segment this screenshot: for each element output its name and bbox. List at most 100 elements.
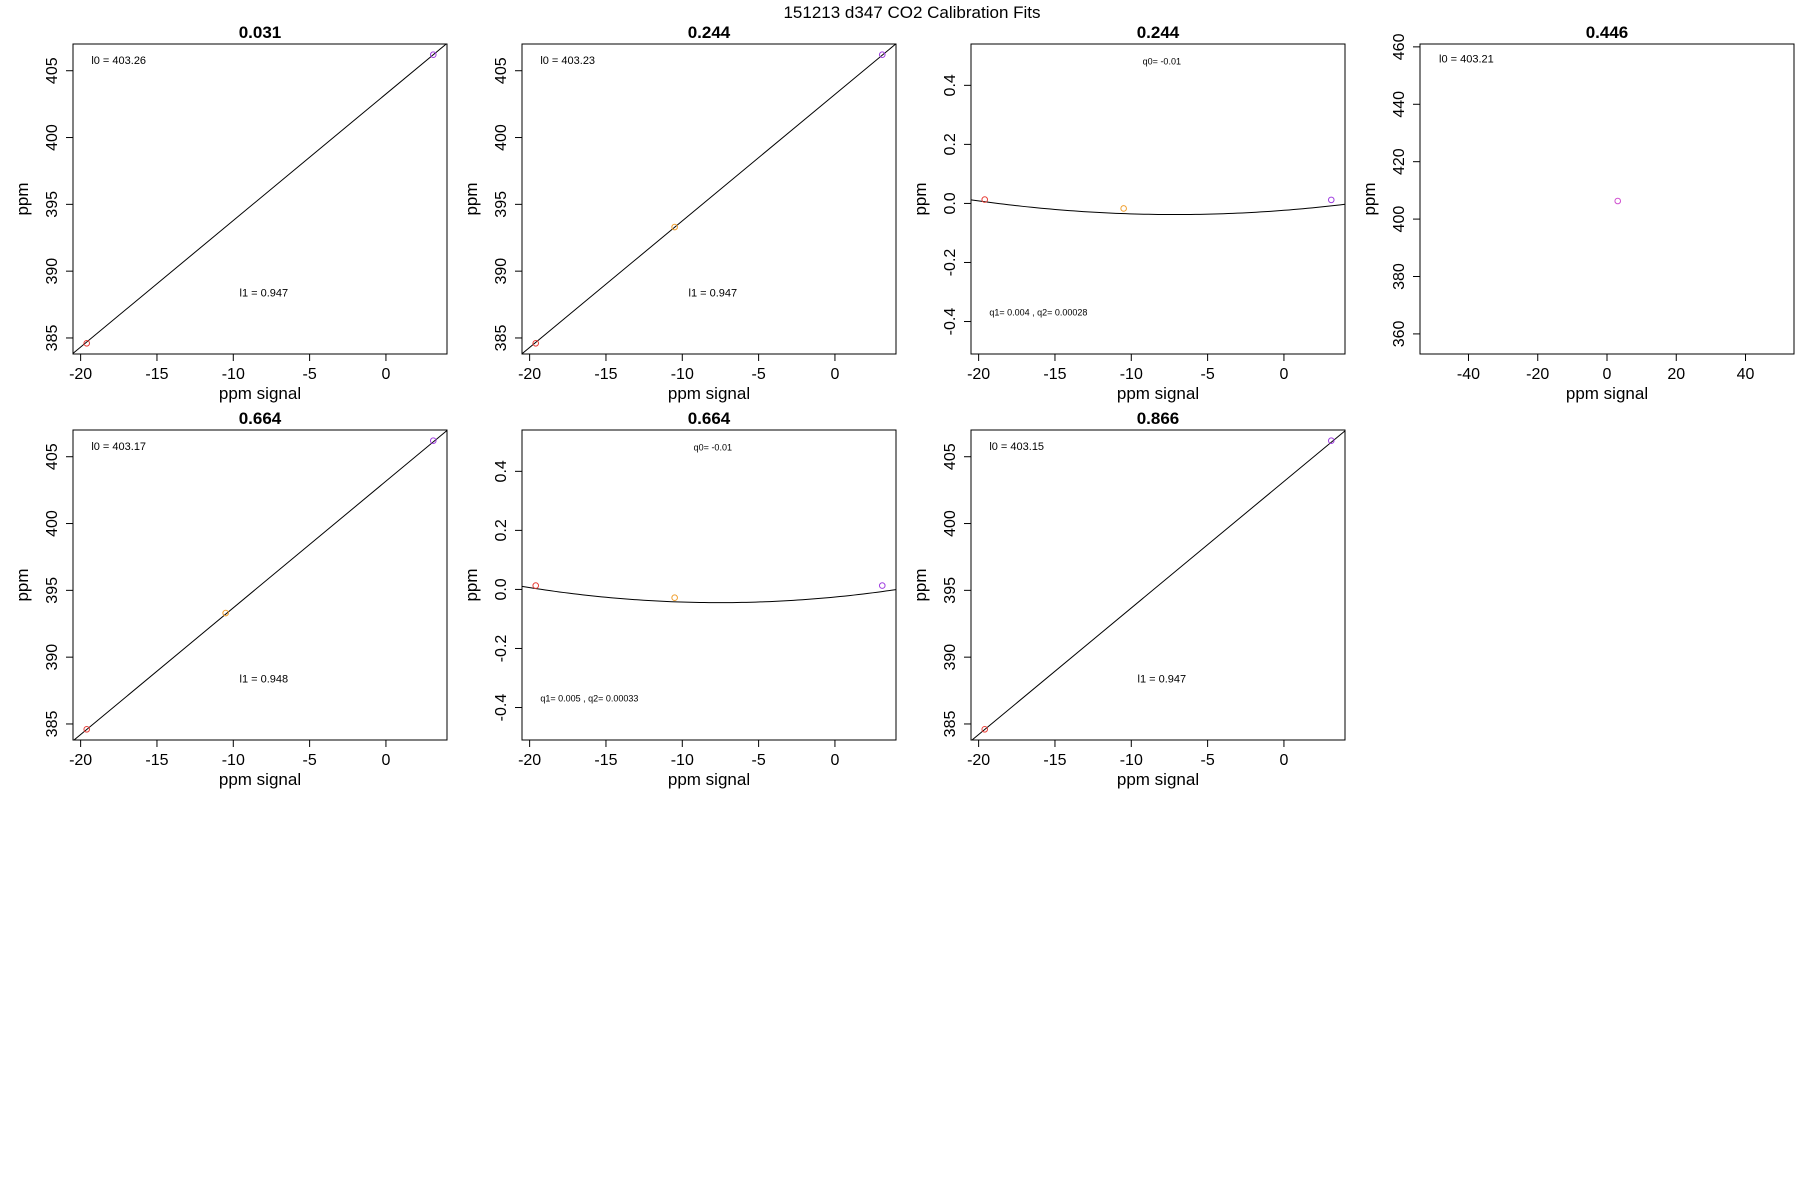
panel-title: 0.031 [239, 23, 282, 42]
x-axis-label: ppm signal [219, 770, 301, 789]
x-tick-label: -15 [145, 366, 168, 383]
fit-annotation: l1 = 0.948 [240, 674, 289, 686]
chart-panel-1: 0.031 -20 -15 -10 -5 0 ppm signal 385 390 395 400 4… [13, 23, 448, 403]
data-point [878, 582, 886, 589]
plot-frame [970, 429, 1346, 741]
x-tick-label: 20 [1667, 366, 1685, 383]
x-tick-label: 0 [381, 752, 390, 769]
fit-annotation: l0 = 403.23 [540, 55, 595, 67]
x-axis-label: ppm signal [219, 384, 301, 403]
chart-panel-5: 0.664 -20 -15 -10 -5 0 ppm signal 385 390 395 400 4… [13, 409, 448, 789]
y-axis: 385 390 395 400 405 ppm [13, 443, 74, 738]
x-tick-label: 0 [1279, 366, 1288, 383]
fit-annotation: q1= 0.004 , q2= 0.00028 [989, 308, 1087, 318]
y-tick-label: 390 [44, 258, 61, 285]
chart-panel-2: 0.244 -20 -15 -10 -5 0 ppm signal 385 390 395 400 4… [462, 23, 897, 403]
fit-line [971, 430, 1345, 740]
data-point [671, 594, 678, 601]
x-tick-label: -20 [518, 752, 541, 769]
y-axis: -0.4 -0.2 0.0 0.2 0.4 ppm [462, 460, 523, 721]
panel-title: 0.446 [1586, 23, 1629, 42]
data-point [878, 51, 886, 58]
data-point [981, 196, 989, 203]
x-axis: -20 -15 -10 -5 0 ppm signal [967, 353, 1288, 403]
fit-annotation: l0 = 403.26 [91, 55, 146, 67]
data-point [83, 340, 91, 347]
chart-panel-6: 0.664 -20 -15 -10 -5 0 ppm signal -0.4 -0.2 0.0 0.… [462, 409, 897, 789]
chart-panel-7: 0.866 -20 -15 -10 -5 0 ppm signal 385 390 395 400 4… [911, 409, 1346, 789]
x-tick-label: -15 [1043, 752, 1066, 769]
x-tick-label: -10 [1120, 752, 1143, 769]
y-tick-label: 440 [1391, 91, 1408, 118]
fit-annotation: l0 = 403.17 [91, 441, 146, 453]
y-axis-label: ppm [13, 182, 32, 215]
x-axis: -40 -20 0 20 40 ppm signal [1457, 353, 1755, 403]
fit-annotation: q1= 0.005 , q2= 0.00033 [540, 694, 638, 704]
y-axis-label: ppm [462, 182, 481, 215]
x-tick-label: 0 [830, 752, 839, 769]
y-tick-label: 0.4 [493, 460, 510, 482]
fit-line [73, 44, 447, 354]
data-point [532, 582, 540, 589]
y-tick-label: 405 [942, 443, 959, 470]
y-tick-label: 385 [44, 711, 61, 738]
x-tick-label: -15 [1043, 366, 1066, 383]
fit-annotation: l0 = 403.15 [989, 441, 1044, 453]
y-tick-label: 385 [493, 325, 510, 352]
chart-panel-3: 0.244 -20 -15 -10 -5 0 ppm signal -0.4 -0.2 0.0 0.… [911, 23, 1346, 403]
y-tick-label: 400 [1391, 206, 1408, 233]
y-axis: 385 390 395 400 405 ppm [13, 57, 74, 352]
panel-title: 0.664 [688, 409, 731, 428]
y-tick-label: 405 [493, 57, 510, 84]
data-point [981, 726, 989, 733]
panel-title: 0.664 [239, 409, 282, 428]
panel-title: 0.244 [688, 23, 731, 42]
fit-line [73, 430, 447, 740]
y-tick-label: 395 [942, 577, 959, 604]
x-tick-label: -5 [751, 366, 765, 383]
x-tick-label: 40 [1737, 366, 1755, 383]
x-tick-label: -20 [518, 366, 541, 383]
x-axis: -20 -15 -10 -5 0 ppm signal [967, 739, 1288, 789]
chart-panel-4: 0.446 -40 -20 0 20 40 ppm signal 360 380 400 420 44… [1360, 23, 1795, 403]
x-tick-label: -20 [69, 366, 92, 383]
y-axis-label: ppm [13, 568, 32, 601]
x-axis-label: ppm signal [1117, 384, 1199, 403]
y-axis: -0.4 -0.2 0.0 0.2 0.4 ppm [911, 74, 972, 336]
x-axis: -20 -15 -10 -5 0 ppm signal [518, 353, 839, 403]
y-axis-label: ppm [911, 182, 930, 215]
x-tick-label: -40 [1457, 366, 1480, 383]
y-tick-label: 0.2 [493, 519, 510, 541]
x-tick-label: -15 [145, 752, 168, 769]
y-tick-label: 390 [44, 644, 61, 671]
x-axis: -20 -15 -10 -5 0 ppm signal [518, 739, 839, 789]
y-tick-label: 390 [493, 258, 510, 285]
data-point [532, 340, 540, 347]
x-axis-label: ppm signal [1566, 384, 1648, 403]
y-tick-label: 405 [44, 443, 61, 470]
x-tick-label: -5 [751, 752, 765, 769]
y-tick-label: 385 [942, 711, 959, 738]
x-tick-label: 0 [1603, 366, 1612, 383]
x-tick-label: -5 [1200, 366, 1214, 383]
y-tick-label: 0.0 [493, 578, 510, 600]
y-tick-label: 395 [44, 577, 61, 604]
plot-frame [1419, 43, 1795, 355]
y-tick-label: 400 [44, 124, 61, 151]
y-tick-label: -0.4 [942, 308, 959, 336]
y-tick-label: 0.4 [942, 74, 959, 96]
y-tick-label: 400 [493, 124, 510, 151]
x-tick-label: -20 [1526, 366, 1549, 383]
y-tick-label: 400 [942, 510, 959, 537]
y-tick-label: 385 [44, 325, 61, 352]
y-tick-label: 400 [44, 510, 61, 537]
y-tick-label: 405 [44, 57, 61, 84]
x-axis-label: ppm signal [1117, 770, 1199, 789]
x-tick-label: -5 [302, 366, 316, 383]
fit-annotation: q0= -0.01 [1143, 57, 1181, 67]
x-tick-label: -10 [671, 366, 694, 383]
y-axis: 385 390 395 400 405 ppm [911, 443, 972, 738]
panel-title: 0.866 [1137, 409, 1180, 428]
